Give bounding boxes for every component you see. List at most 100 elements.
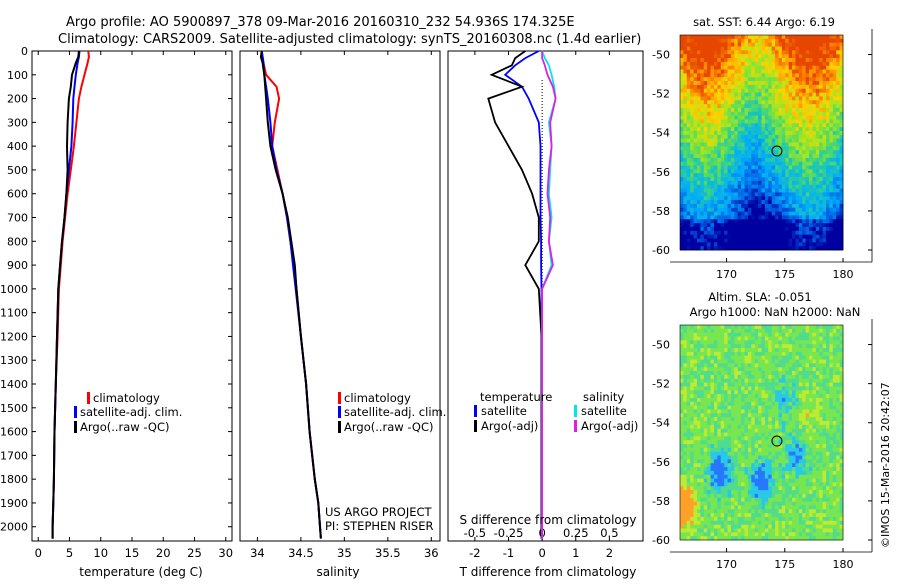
map-cell <box>680 73 684 77</box>
map-cell <box>741 96 745 100</box>
map-cell <box>795 123 799 127</box>
map-cell <box>717 181 721 185</box>
map-cell <box>751 413 755 417</box>
map-cell <box>687 204 691 208</box>
map-cell <box>819 150 823 154</box>
map-cell <box>680 200 684 204</box>
map-cell <box>778 394 782 398</box>
map-cell <box>751 119 755 123</box>
map-cell <box>728 192 732 196</box>
map-cell <box>826 47 830 51</box>
map-cell <box>751 81 755 85</box>
map-cell <box>823 242 827 246</box>
map-cell <box>717 43 721 47</box>
map-cell <box>812 127 816 131</box>
map-cell <box>707 196 711 200</box>
map-cell <box>700 356 704 360</box>
map-cell <box>795 215 799 219</box>
map-cell <box>829 43 833 47</box>
map-cell <box>714 73 718 77</box>
map-cell <box>724 162 728 166</box>
map-cell <box>765 146 769 150</box>
map-cell <box>683 166 687 170</box>
map-cell <box>809 62 813 66</box>
map-cell <box>755 471 759 475</box>
map-cell <box>795 181 799 185</box>
map-cell <box>772 108 776 112</box>
map-cell <box>694 517 698 521</box>
map-cell <box>799 173 803 177</box>
map-cell <box>762 452 766 456</box>
map-cell <box>745 456 749 460</box>
map-cell <box>700 54 704 58</box>
map-cell <box>707 54 711 58</box>
map-cell <box>731 363 735 367</box>
map-cell <box>734 89 738 93</box>
map-cell <box>694 333 698 337</box>
map-cell <box>704 62 708 66</box>
map-cell <box>683 532 687 536</box>
map-cell <box>707 482 711 486</box>
map-cell <box>758 479 762 483</box>
map-cell <box>775 490 779 494</box>
map-cell <box>758 181 762 185</box>
depth-tick-label: 0 <box>21 45 28 58</box>
map-cell <box>795 521 799 525</box>
map-cell <box>700 429 704 433</box>
sla-heatmap-cells <box>680 325 843 540</box>
map-cell <box>785 131 789 135</box>
map-cell <box>806 77 810 81</box>
map-cell <box>728 325 732 329</box>
map-cell <box>789 421 793 425</box>
map-cell <box>741 532 745 536</box>
map-cell <box>700 127 704 131</box>
map-cell <box>785 93 789 97</box>
map-cell <box>765 337 769 341</box>
map-cell <box>711 356 715 360</box>
map-cell <box>762 150 766 154</box>
map-cell <box>765 215 769 219</box>
map-cell <box>738 73 742 77</box>
map-cell <box>782 112 786 116</box>
map-cell <box>755 58 759 62</box>
map-cell <box>772 352 776 356</box>
map-cell <box>789 482 793 486</box>
map-cell <box>751 162 755 166</box>
map-cell <box>792 238 796 242</box>
map-cell <box>778 131 782 135</box>
map-cell <box>690 340 694 344</box>
map-cell <box>789 154 793 158</box>
map-cell <box>775 348 779 352</box>
map-cell <box>741 85 745 89</box>
map-cell <box>812 143 816 147</box>
map-cell <box>717 131 721 135</box>
map-cell <box>799 242 803 246</box>
map-cell <box>734 135 738 139</box>
map-cell <box>785 123 789 127</box>
map-cell <box>836 223 840 227</box>
map-cell <box>731 479 735 483</box>
map-cell <box>792 498 796 502</box>
map-cell <box>792 77 796 81</box>
map-cell <box>795 429 799 433</box>
map-cell <box>714 104 718 108</box>
map-cell <box>765 402 769 406</box>
map-cell <box>731 383 735 387</box>
map-cell <box>721 525 725 529</box>
map-cell <box>765 513 769 517</box>
map-cell <box>823 127 827 131</box>
map-cell <box>799 394 803 398</box>
map-cell <box>717 127 721 131</box>
map-cell <box>711 425 715 429</box>
map-cell <box>758 235 762 239</box>
map-cell <box>697 108 701 112</box>
map-cell <box>717 463 721 467</box>
map-cell <box>728 77 732 81</box>
map-cell <box>687 189 691 193</box>
map-cell <box>819 231 823 235</box>
map-cell <box>772 367 776 371</box>
map-cell <box>745 108 749 112</box>
map-cell <box>836 235 840 239</box>
map-cell <box>785 367 789 371</box>
map-cell <box>802 81 806 85</box>
